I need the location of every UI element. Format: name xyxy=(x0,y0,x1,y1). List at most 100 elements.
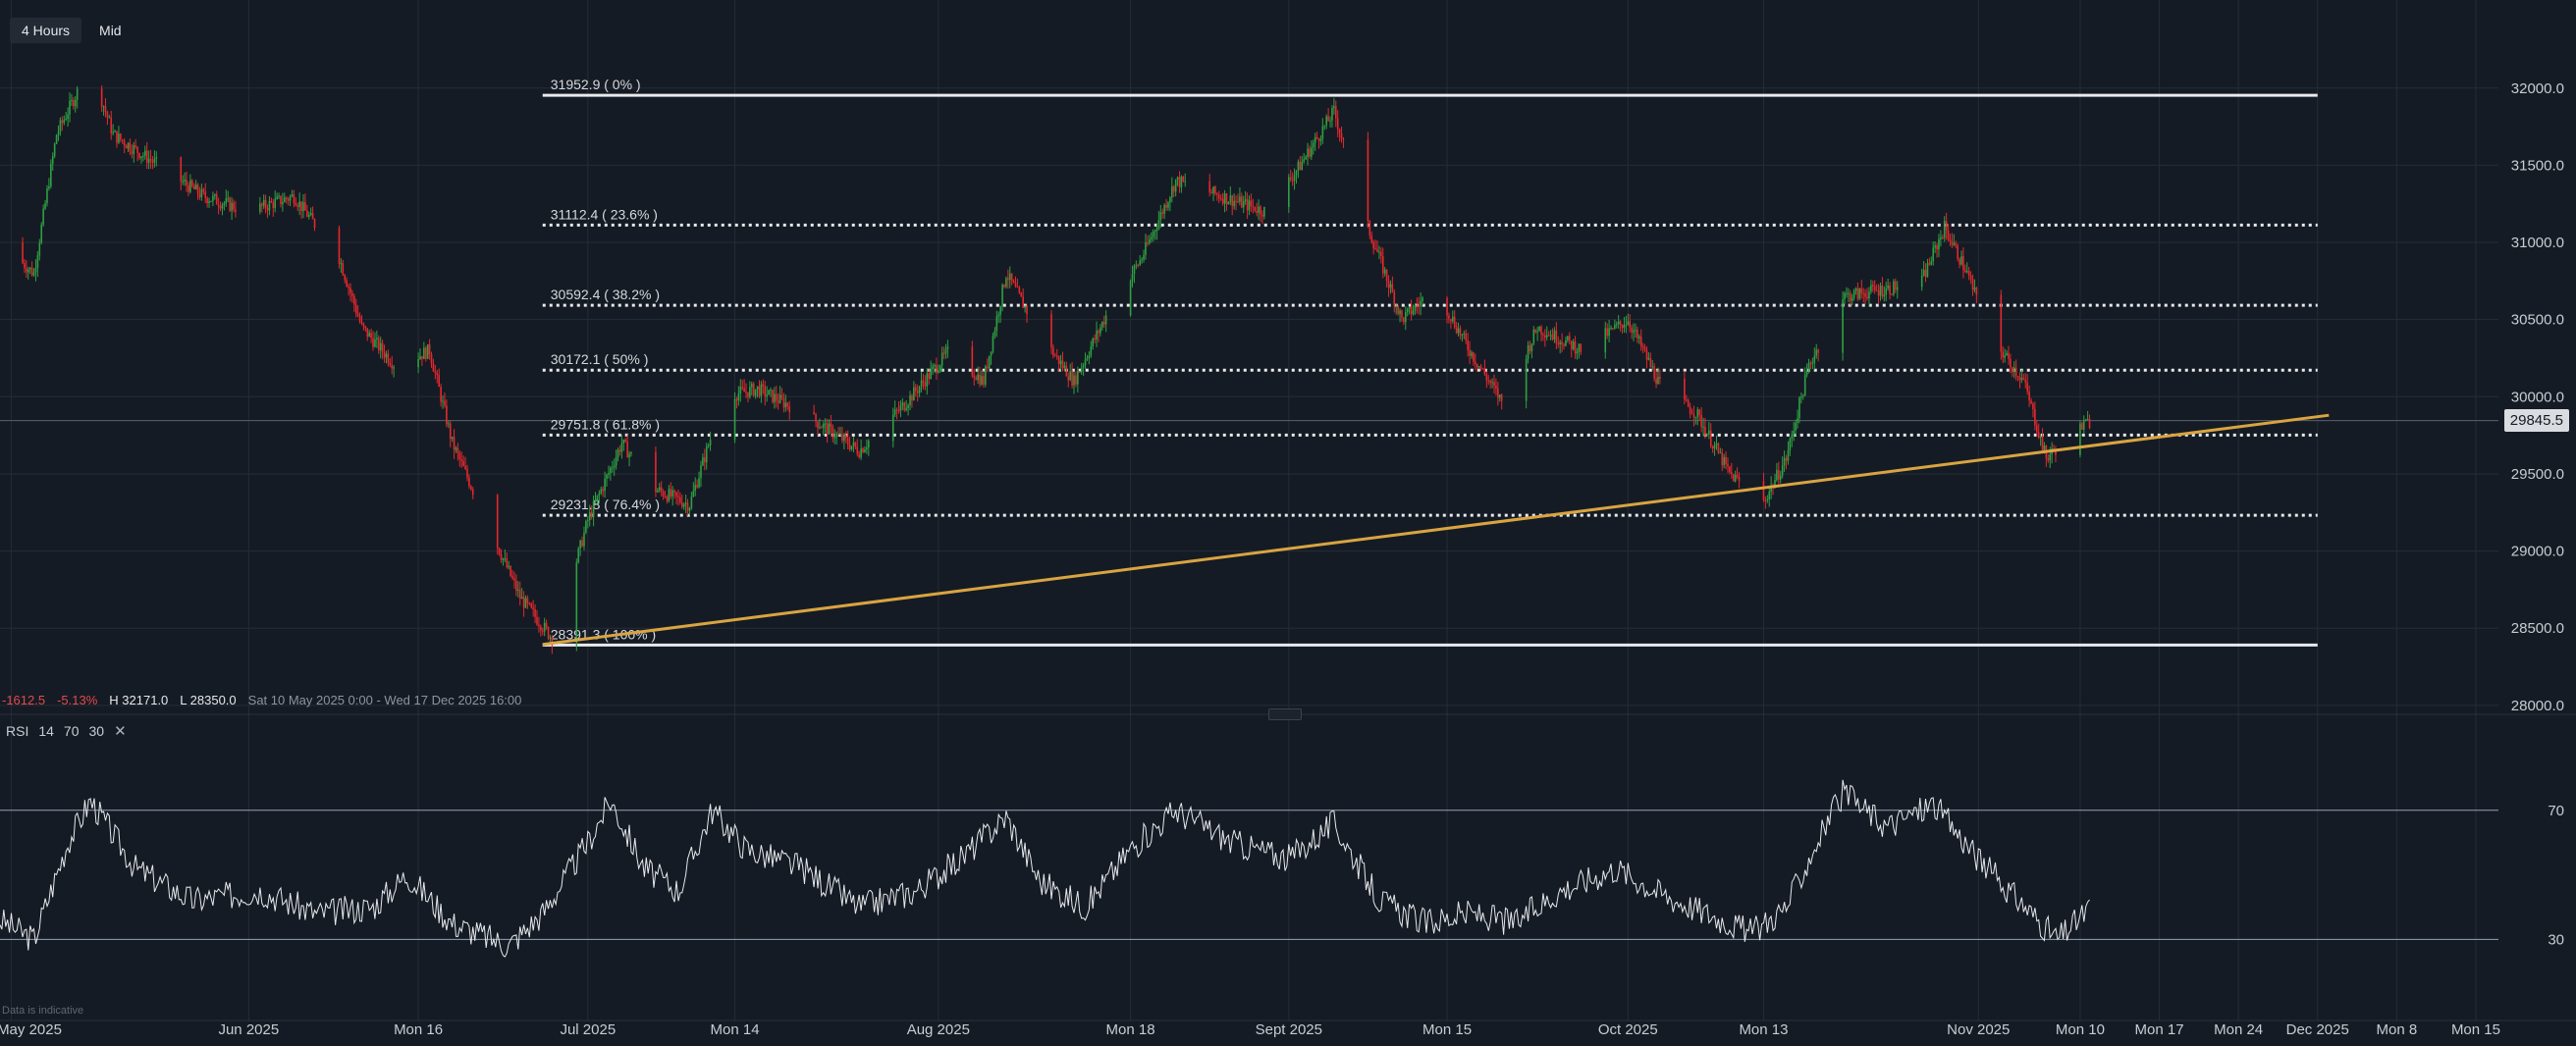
candle-body xyxy=(622,440,625,444)
candle-body xyxy=(854,442,857,447)
candle-body xyxy=(1698,409,1701,415)
candle-body xyxy=(1071,371,1073,386)
candle-body xyxy=(1612,328,1614,330)
candle-body xyxy=(843,435,845,442)
x-tick-label: Aug 2025 xyxy=(907,1021,970,1038)
candle-body xyxy=(1459,328,1462,336)
candle-body xyxy=(217,204,220,207)
candle-body xyxy=(660,487,663,492)
candle-body xyxy=(938,370,939,374)
candle-body xyxy=(1422,297,1423,301)
candle-body xyxy=(1629,321,1631,328)
candle-body xyxy=(1139,260,1141,266)
candle-body xyxy=(1393,291,1396,306)
candle-body xyxy=(1617,321,1620,325)
candle-body xyxy=(749,387,751,397)
candle-body xyxy=(532,607,534,610)
candle-body xyxy=(2006,352,2008,356)
candle-body xyxy=(1870,285,1872,292)
candle-body xyxy=(1311,147,1313,157)
timeframe-button[interactable]: 4 Hours xyxy=(10,18,82,43)
candle-body xyxy=(707,445,710,446)
candle-body xyxy=(372,338,374,347)
candle-body xyxy=(1715,443,1718,445)
candle-body xyxy=(2055,450,2057,455)
candle-body xyxy=(777,400,779,403)
close-icon[interactable]: ✕ xyxy=(114,723,127,740)
candle-body xyxy=(313,219,316,229)
candle-body xyxy=(1090,346,1093,356)
candle-body xyxy=(1525,359,1528,401)
candle-body xyxy=(587,519,589,521)
candle-body xyxy=(374,339,376,347)
candle-body xyxy=(526,598,529,603)
candle-body xyxy=(830,423,832,427)
candle-body xyxy=(1050,314,1052,348)
candle-body xyxy=(2086,419,2089,421)
candle-body xyxy=(839,434,841,436)
candle-body xyxy=(233,202,235,210)
fib-level-label: 30592.4 ( 38.2% ) xyxy=(551,287,660,302)
candle-body xyxy=(1553,330,1556,340)
candle-body xyxy=(34,268,37,273)
candle-body xyxy=(1336,118,1339,130)
candle-body xyxy=(1315,136,1318,139)
pane-resize-handle[interactable] xyxy=(1268,708,1302,720)
candle-body xyxy=(1604,328,1607,353)
rsi-legend[interactable]: RSI 14 70 30 ✕ xyxy=(6,722,127,740)
candle-body xyxy=(1574,341,1577,354)
candle-body xyxy=(2034,409,2036,426)
x-tick-label: Mon 16 xyxy=(394,1021,443,1038)
candle-body xyxy=(1975,288,1978,295)
candle-body xyxy=(2084,419,2087,422)
candle-body xyxy=(1542,334,1544,336)
x-tick-label: Mon 10 xyxy=(2056,1021,2105,1038)
rsi-tick-label: 30 xyxy=(2548,931,2564,948)
candle-body xyxy=(202,188,205,192)
candle-body xyxy=(1532,329,1535,343)
candle-body xyxy=(1338,129,1341,133)
candle-body xyxy=(686,502,689,511)
candle-body xyxy=(1875,289,1878,291)
candle-body xyxy=(1934,245,1936,248)
candle-body xyxy=(1940,236,1942,239)
candle-body xyxy=(610,467,612,474)
candle-body xyxy=(946,346,949,349)
candle-body xyxy=(393,367,395,369)
candle-body xyxy=(528,602,531,604)
candle-body xyxy=(1689,406,1691,414)
candle-body xyxy=(1957,244,1959,259)
candle-body xyxy=(1171,185,1173,198)
candle-body xyxy=(280,195,282,205)
candle-body xyxy=(32,272,35,276)
candle-body xyxy=(498,548,501,555)
candle-body xyxy=(1491,382,1493,384)
candle-body xyxy=(1764,499,1767,501)
candle-body xyxy=(679,497,681,503)
candle-body xyxy=(349,288,351,293)
candle-body xyxy=(1766,499,1769,501)
candle-body xyxy=(518,589,521,600)
candle-body xyxy=(1233,200,1235,207)
candle-body xyxy=(1026,306,1028,315)
candle-body xyxy=(1891,293,1893,295)
candle-body xyxy=(903,402,906,411)
price-type-button[interactable]: Mid xyxy=(99,23,122,38)
candle-body xyxy=(924,382,927,387)
candle-body xyxy=(1291,179,1294,182)
candle-body xyxy=(1719,452,1722,454)
fib-level-label: 29231.8 ( 76.4% ) xyxy=(551,497,660,512)
candle-body xyxy=(1801,395,1804,397)
candle-body xyxy=(1367,139,1369,222)
candle-body xyxy=(278,195,280,197)
candle-body xyxy=(444,400,446,406)
candle-body xyxy=(774,393,776,402)
candle-body xyxy=(1229,195,1232,202)
candle-body xyxy=(1054,355,1056,357)
candle-body xyxy=(2088,419,2091,429)
candle-body xyxy=(1964,270,1966,273)
candle-body xyxy=(1627,321,1630,326)
candle-body xyxy=(1813,355,1816,364)
